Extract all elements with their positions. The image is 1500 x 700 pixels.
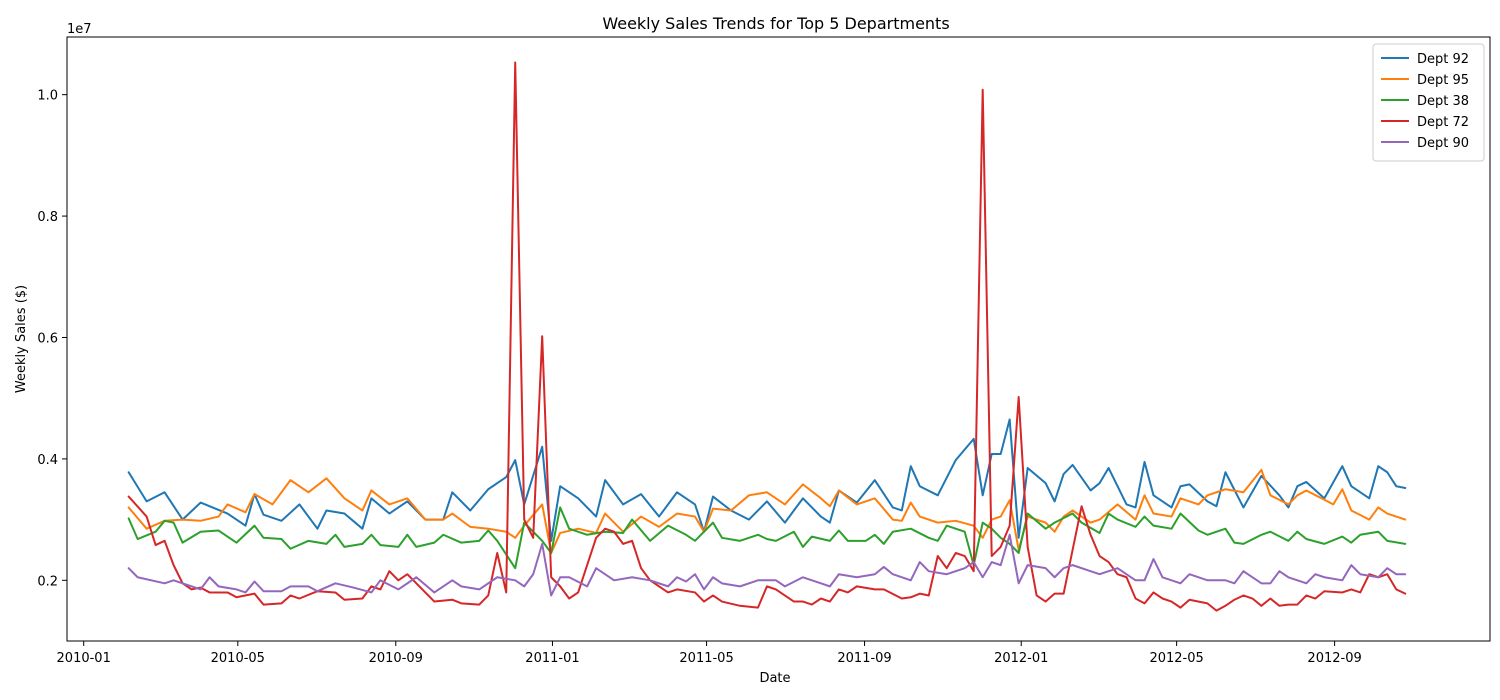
x-tick-label: 2010-01 xyxy=(57,651,111,666)
x-tick-label: 2010-09 xyxy=(369,651,423,666)
legend-label: Dept 38 xyxy=(1417,94,1469,109)
y-tick-label: 0.4 xyxy=(37,453,58,468)
x-tick-label: 2011-09 xyxy=(837,651,891,666)
legend-box xyxy=(1372,43,1485,162)
chart-title: Weekly Sales Trends for Top 5 Department… xyxy=(602,14,949,33)
x-tick-label: 2012-09 xyxy=(1307,651,1361,666)
series-line-dept-92 xyxy=(127,418,1407,542)
plot-area: 2010-01 2010-05 2010-09 2011-01 2011-05 2011-… xyxy=(37,36,1491,666)
legend-label: Dept 90 xyxy=(1417,136,1469,151)
plot-frame xyxy=(66,36,1491,642)
y-tick-label: 0.8 xyxy=(37,210,58,225)
x-axis-label: Date xyxy=(759,671,790,686)
series-line-dept-95 xyxy=(127,468,1407,554)
x-tick-label: 2010-05 xyxy=(211,651,265,666)
y-axis-label: Weekly Sales ($) xyxy=(14,285,29,393)
y-tick-label: 1.0 xyxy=(37,89,58,104)
series-line-dept-72 xyxy=(127,61,1407,612)
y-tick-label: 0.6 xyxy=(37,331,58,346)
x-tick-label: 2012-05 xyxy=(1149,651,1203,666)
y-tick-label: 0.2 xyxy=(37,574,58,589)
legend-label: Dept 95 xyxy=(1417,73,1469,88)
x-tick-label: 2011-05 xyxy=(679,651,733,666)
series-line-dept-38 xyxy=(127,506,1407,570)
series-line-dept-90 xyxy=(127,533,1407,597)
y-axis-offset-label: 1e7 xyxy=(67,22,92,37)
legend-label: Dept 72 xyxy=(1417,115,1469,130)
x-tick-label: 2011-01 xyxy=(525,651,579,666)
legend-label: Dept 92 xyxy=(1417,52,1469,67)
legend: Dept 92 Dept 95 Dept 38 Dept 72 Dept 90 xyxy=(1372,43,1485,162)
x-tick-label: 2012-01 xyxy=(994,651,1048,666)
